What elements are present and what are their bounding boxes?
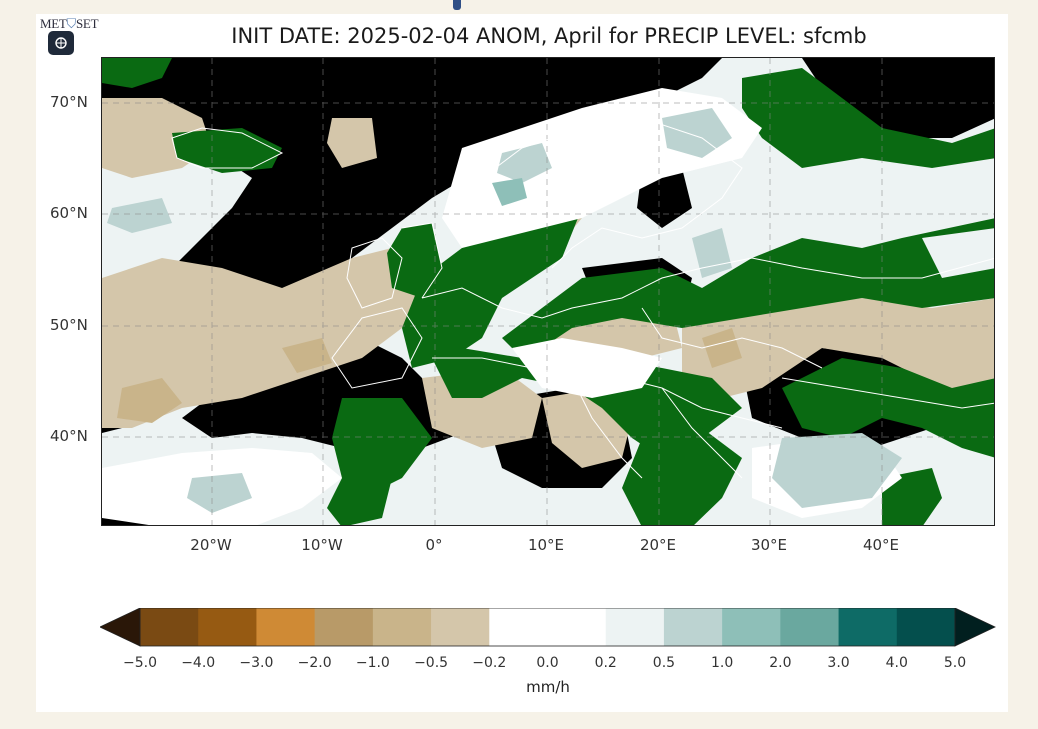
colorbar-segment [314, 608, 374, 646]
anomaly-region [387, 223, 442, 298]
colorbar-segments [140, 608, 956, 646]
lat-label: 40°N [50, 427, 88, 445]
anomaly-region [702, 328, 742, 368]
shield-icon: ⛉ [66, 16, 77, 31]
anomaly-region [802, 58, 994, 138]
precip-anomaly-map [101, 57, 995, 526]
anomaly-region [922, 228, 994, 278]
lon-label: 10°W [301, 536, 343, 554]
colorbar-tick-label: −3.0 [239, 655, 274, 671]
anomaly-region [682, 298, 994, 398]
colorbar-tick-label: −4.0 [181, 655, 216, 671]
colorbar-tick-label: 5.0 [943, 655, 967, 671]
colorbar-segment [722, 608, 781, 646]
anomaly-region [107, 198, 172, 233]
colorbar-units: mm/h [526, 678, 570, 696]
anomaly-region [742, 68, 994, 168]
lon-label: 0° [425, 536, 443, 554]
anomaly-region [327, 478, 392, 525]
anomaly-region [282, 338, 332, 373]
metset-logo: MET⛉SET [40, 16, 99, 32]
anomaly-region [772, 433, 902, 508]
colorbar-tick-label: −1.0 [355, 655, 390, 671]
colorbar-tick-label: 0.2 [594, 655, 617, 671]
lat-label: 70°N [50, 93, 88, 111]
lon-label: 10°E [527, 536, 565, 554]
colorbar-segment [140, 608, 199, 646]
colorbar-segment [896, 608, 956, 646]
colorbar-tick-label: 1.0 [711, 655, 734, 671]
logo-text-right: SET [76, 16, 99, 31]
menu-icon [55, 37, 67, 49]
colorbar-tick-label: 2.0 [769, 655, 792, 671]
colorbar [100, 608, 996, 647]
colorbar-tick-label: 0.0 [536, 655, 559, 671]
anomaly-region [432, 348, 742, 458]
lon-label: 20°E [639, 536, 677, 554]
anomaly-region [502, 218, 994, 358]
anomaly-region [117, 378, 182, 423]
lat-label: 60°N [50, 204, 88, 222]
map-canvas [102, 58, 994, 525]
colorbar-segment [547, 608, 607, 646]
anomaly-region [102, 58, 172, 88]
lat-label: 50°N [50, 316, 88, 334]
colorbar-segment [198, 608, 257, 646]
menu-button[interactable] [48, 31, 74, 55]
colorbar-tick-label: 0.5 [652, 655, 676, 671]
anomaly-region [782, 358, 994, 458]
anomaly-region [327, 118, 377, 168]
colorbar-segment [489, 608, 548, 646]
coastlines [171, 117, 994, 479]
colorbar-over-arrow [954, 608, 996, 647]
anomaly-region [882, 468, 942, 525]
colorbar-tick-label: −0.2 [472, 655, 507, 671]
colorbar-tick-label: −5.0 [123, 655, 157, 671]
colorbar-segment [663, 608, 723, 646]
colorbar-segment [605, 608, 665, 646]
logo-text-left: MET [40, 16, 67, 31]
colorbar-frame [139, 608, 956, 647]
colorbar-tick-label: −0.5 [414, 655, 449, 671]
grid-lines [102, 58, 994, 525]
lon-label: 30°E [750, 536, 788, 554]
lon-label: 40°E [862, 536, 900, 554]
colorbar-segment [780, 608, 840, 646]
anomaly-region [662, 108, 732, 158]
map-title: INIT DATE: 2025-02-04 ANOM, April for PR… [231, 24, 867, 48]
anomaly-region [102, 248, 422, 428]
colorbar-segment [372, 608, 432, 646]
colorbar-under-arrow [100, 608, 141, 647]
anomaly-region [332, 398, 432, 498]
anomaly-region [512, 338, 662, 398]
colorbar-tick-label: −2.0 [297, 655, 332, 671]
anomaly-region [622, 428, 742, 525]
anomaly-region [497, 143, 552, 183]
anomaly-region [492, 178, 527, 206]
colorbar-tick-label: 4.0 [885, 655, 908, 671]
lon-label: 20°W [190, 536, 232, 554]
colorbar-segment [838, 608, 898, 646]
top-marker [453, 0, 461, 10]
colorbar-segment [431, 608, 490, 646]
anomaly-region [692, 228, 732, 278]
colorbar-segment [256, 608, 316, 646]
colorbar-tick-label: 3.0 [827, 655, 850, 671]
anomaly-region [187, 473, 252, 513]
